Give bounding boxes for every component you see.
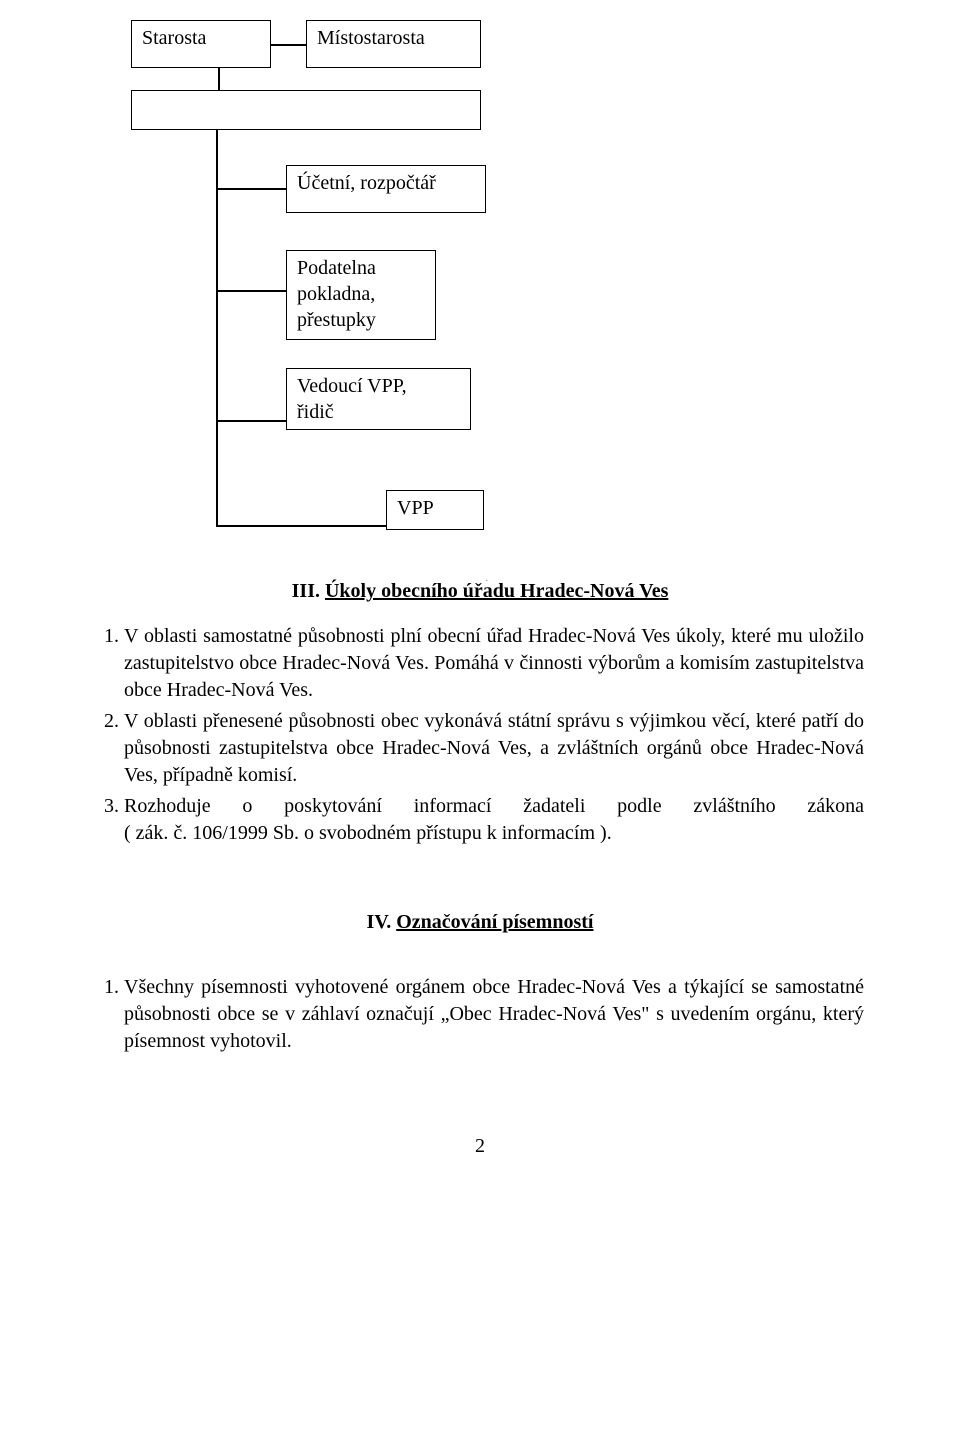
section-3-roman: III. bbox=[292, 580, 320, 602]
org-node-vedouci: Vedoucí VPP, řidič bbox=[286, 368, 471, 430]
org-connector bbox=[216, 290, 286, 292]
org-node-podatelna: Podatelna pokladna, přestupky bbox=[286, 250, 436, 340]
section-3-body: V oblasti samostatné působnosti plní obe… bbox=[96, 623, 864, 847]
org-connector bbox=[216, 525, 386, 527]
org-chart: Starosta Místostarosta Účetní, rozpočtář Po… bbox=[96, 20, 864, 560]
org-node-blank bbox=[131, 90, 481, 130]
section-3-title: Úkoly obecního úřadu Hradec-Nová Ves bbox=[325, 580, 668, 602]
section-3-list: V oblasti samostatné působnosti plní obe… bbox=[96, 623, 864, 847]
org-node-mistostarosta: Místostarosta bbox=[306, 20, 481, 68]
document-page: Starosta Místostarosta Účetní, rozpočtář Po… bbox=[0, 0, 960, 1198]
item3-line2: ( zák. č. 106/1999 Sb. o svobodném příst… bbox=[124, 822, 612, 844]
list-item: Rozhoduje o poskytování informací žadate… bbox=[124, 793, 864, 847]
section-3-heading: III. Úkoly obecního úřadu Hradec-Nová Ve… bbox=[96, 580, 864, 603]
item3-line1: Rozhoduje o poskytování informací žadate… bbox=[124, 793, 864, 820]
org-connector bbox=[271, 44, 306, 46]
list-item: V oblasti samostatné působnosti plní obe… bbox=[124, 623, 864, 704]
section-4-title: Označování písemností bbox=[396, 911, 593, 933]
section-4-heading: IV. Označování písemností bbox=[96, 911, 864, 934]
page-number: 2 bbox=[96, 1135, 864, 1158]
org-connector bbox=[216, 188, 286, 190]
section-4-list: Všechny písemnosti vyhotovené orgánem ob… bbox=[96, 974, 864, 1055]
org-node-ucetni: Účetní, rozpočtář bbox=[286, 165, 486, 213]
org-connector bbox=[216, 420, 286, 422]
list-item: Všechny písemnosti vyhotovené orgánem ob… bbox=[124, 974, 864, 1055]
list-item: V oblasti přenesené působnosti obec vyko… bbox=[124, 708, 864, 789]
org-connector bbox=[218, 68, 220, 90]
stray-dot: . bbox=[486, 575, 488, 583]
org-node-vpp: VPP bbox=[386, 490, 484, 530]
org-node-starosta: Starosta bbox=[131, 20, 271, 68]
section-4-roman: IV. bbox=[367, 911, 392, 933]
section-4-body: Všechny písemnosti vyhotovené orgánem ob… bbox=[96, 974, 864, 1055]
